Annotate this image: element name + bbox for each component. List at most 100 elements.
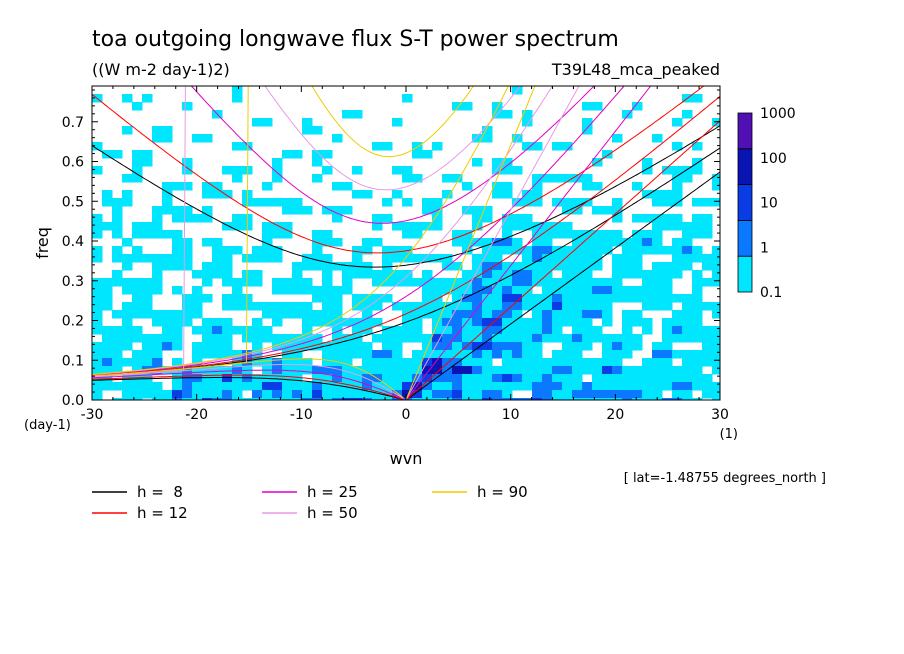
heatmap-cell: [472, 214, 483, 223]
heatmap-cell: [322, 374, 333, 383]
heatmap-cell: [612, 262, 623, 271]
heatmap-cell: [492, 374, 503, 383]
heatmap-cell: [682, 358, 693, 367]
heatmap-cell: [522, 358, 533, 367]
heatmap-cell: [552, 398, 563, 400]
heatmap-cell: [262, 310, 273, 319]
heatmap-cell: [152, 222, 163, 231]
heatmap-cell: [562, 222, 573, 231]
heatmap-cell: [132, 174, 143, 183]
heatmap-cell: [132, 334, 143, 343]
heatmap-cell: [662, 382, 673, 391]
heatmap-cell: [502, 390, 513, 399]
heatmap-cell: [492, 270, 503, 279]
heatmap-cell: [512, 358, 523, 367]
heatmap-cell: [272, 374, 283, 383]
heatmap-cell: [482, 262, 493, 271]
heatmap-cell: [602, 150, 613, 159]
heatmap-cell: [122, 262, 133, 271]
heatmap-cell: [552, 318, 563, 327]
heatmap-cell: [512, 166, 523, 175]
heatmap-cell: [202, 270, 213, 279]
heatmap-cell: [432, 254, 443, 263]
heatmap-cell: [102, 366, 113, 375]
heatmap-cell: [332, 334, 343, 343]
heatmap-cell: [412, 398, 423, 400]
heatmap-cell: [152, 206, 163, 215]
heatmap-cell: [642, 238, 653, 247]
heatmap-cell: [532, 182, 543, 191]
heatmap-cell: [152, 278, 163, 287]
heatmap-cell: [342, 358, 353, 367]
heatmap-cell: [152, 270, 163, 279]
heatmap-cell: [272, 254, 283, 263]
dispersion-curve: [405, 120, 720, 400]
heatmap-cell: [202, 398, 213, 400]
heatmap-cell: [302, 358, 313, 367]
heatmap-cell: [322, 358, 333, 367]
heatmap-cell: [382, 374, 393, 383]
heatmap-cell: [702, 326, 713, 335]
heatmap-cell: [592, 238, 603, 247]
heatmap-cell: [462, 366, 473, 375]
heatmap-cell: [652, 374, 663, 383]
heatmap-cell: [392, 302, 403, 311]
heatmap-cell: [382, 342, 393, 351]
heatmap-cell: [532, 190, 543, 199]
heatmap-cell: [482, 214, 493, 223]
heatmap-cell: [682, 334, 693, 343]
heatmap-cell: [372, 318, 383, 327]
heatmap-cell: [132, 158, 143, 167]
heatmap-cell: [692, 270, 703, 279]
heatmap-cell: [342, 182, 353, 191]
heatmap-cell: [672, 366, 683, 375]
heatmap-cell: [352, 294, 363, 303]
heatmap-cell: [702, 230, 713, 239]
heatmap-cell: [242, 398, 253, 400]
heatmap-cell: [222, 270, 233, 279]
heatmap-cell: [362, 270, 373, 279]
heatmap-cell: [312, 230, 323, 239]
heatmap-cell: [392, 342, 403, 351]
heatmap-cell: [542, 230, 553, 239]
heatmap-cell: [192, 286, 203, 295]
heatmap-cell: [192, 398, 203, 400]
heatmap-cell: [572, 350, 583, 359]
heatmap-cell: [342, 398, 353, 400]
heatmap-cell: [522, 222, 533, 231]
heatmap-cell: [532, 334, 543, 343]
heatmap-cell: [292, 374, 303, 383]
heatmap-cell: [202, 342, 213, 351]
heatmap-cell: [182, 158, 193, 167]
legend-label: h = 25: [307, 483, 358, 501]
heatmap-cell: [202, 238, 213, 247]
heatmap-cell: [712, 278, 720, 287]
heatmap-cell: [492, 350, 503, 359]
heatmap-cell: [402, 278, 413, 287]
heatmap-cell: [452, 286, 463, 295]
heatmap-cell: [122, 198, 133, 207]
heatmap-cell: [162, 190, 173, 199]
heatmap-cell: [182, 246, 193, 255]
heatmap-cell: [322, 350, 333, 359]
heatmap-cell: [572, 398, 583, 400]
heatmap-cell: [522, 286, 533, 295]
heatmap-cell: [332, 382, 343, 391]
x-tick-label: 0: [402, 407, 411, 423]
heatmap-cell: [682, 246, 693, 255]
heatmap-cell: [302, 310, 313, 319]
y-tick-label: 0.6: [62, 155, 84, 171]
heatmap-cell: [592, 206, 603, 215]
heatmap-cell: [482, 302, 493, 311]
heatmap-cell: [582, 398, 593, 400]
heatmap-cell: [292, 398, 303, 400]
heatmap-cell: [162, 326, 173, 335]
heatmap-cell: [632, 390, 643, 399]
heatmap-cell: [312, 334, 323, 343]
heatmap-cell: [352, 270, 363, 279]
heatmap-cell: [542, 382, 553, 391]
heatmap-cell: [402, 358, 413, 367]
heatmap-cell: [212, 262, 223, 271]
heatmap-cell: [202, 206, 213, 215]
heatmap-cell: [472, 270, 483, 279]
